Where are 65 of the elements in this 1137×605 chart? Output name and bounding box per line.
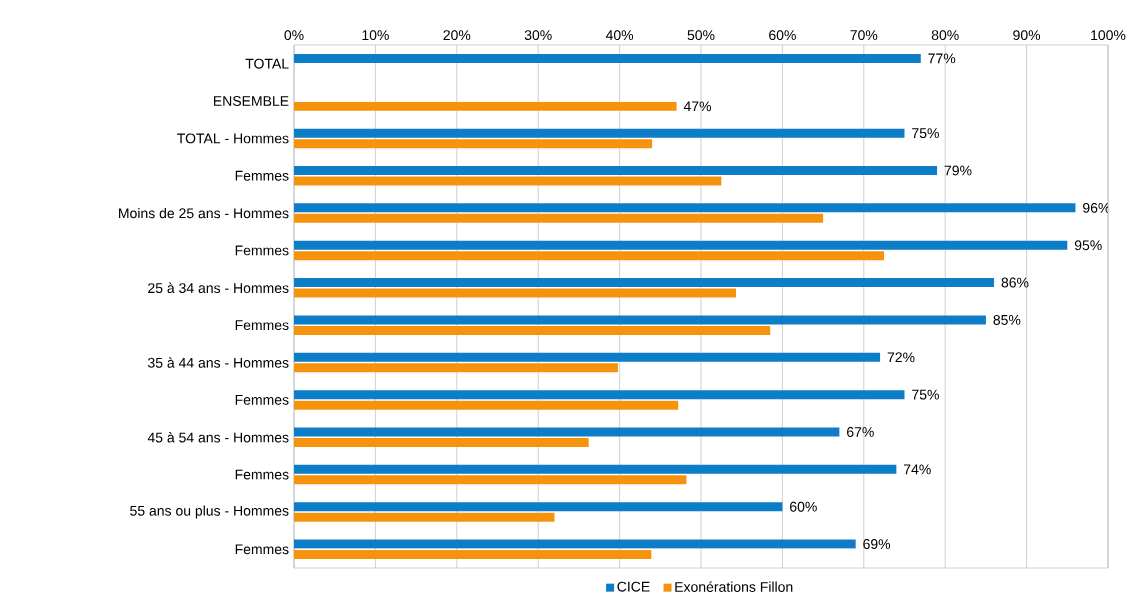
bar <box>294 176 722 186</box>
data-label: 72% <box>887 352 915 363</box>
x-tick-label: 90% <box>1013 30 1041 41</box>
x-tick-label: 70% <box>850 30 878 41</box>
x-tick-label: 100% <box>1091 30 1126 41</box>
y-tick-label: Femmes <box>235 320 289 331</box>
bar <box>294 315 986 325</box>
bar <box>294 502 783 512</box>
bar <box>294 288 737 298</box>
data-label: 86% <box>1001 277 1029 288</box>
bar <box>294 437 589 447</box>
x-tick-label: 0% <box>284 30 304 41</box>
y-tick-label: Femmes <box>235 245 289 256</box>
data-label: 74% <box>904 464 931 475</box>
x-tick-label: 80% <box>931 30 959 41</box>
x-tick-label: 40% <box>605 30 634 41</box>
data-label: 75% <box>912 389 939 400</box>
y-tick-label: Femmes <box>235 395 289 405</box>
bar <box>294 203 1076 213</box>
bar <box>294 325 771 335</box>
bar <box>294 363 618 373</box>
data-label: 75% <box>912 128 939 139</box>
y-tick-label: Femmes <box>235 469 289 480</box>
bar <box>294 240 1068 250</box>
y-tick-label: ENSEMBLE <box>213 96 289 106</box>
x-tick-label: 20% <box>443 30 471 41</box>
y-tick-label: 45 à 54 ans - Hommes <box>147 432 289 443</box>
data-label: 60% <box>790 501 817 512</box>
y-tick-label: TOTAL <box>245 58 289 69</box>
x-tick-label: 50% <box>687 30 715 41</box>
bar <box>294 165 938 175</box>
bar <box>294 550 652 560</box>
data-label: 95% <box>1074 240 1102 251</box>
data-label: 67% <box>847 427 874 437</box>
bar <box>294 390 905 400</box>
bar <box>294 427 840 437</box>
y-tick-label: 25 à 34 ans - Hommes <box>148 282 289 294</box>
bar <box>294 101 677 111</box>
y-tick-label: TOTAL - Hommes <box>177 133 289 144</box>
bar <box>294 139 653 149</box>
bar <box>294 512 555 522</box>
data-label: 79% <box>944 165 972 176</box>
bar <box>294 352 881 362</box>
bar <box>294 53 921 63</box>
x-tick-label: 60% <box>769 30 796 41</box>
bar <box>294 400 679 410</box>
y-tick-label: Moins de 25 ans - Hommes <box>119 207 289 219</box>
y-tick-label: 35 à 44 ans - Hommes <box>147 357 289 368</box>
data-label: 85% <box>993 314 1021 325</box>
bar <box>294 464 897 474</box>
y-tick-label: 55 ans ou plus - Hommes <box>130 505 289 519</box>
y-tick-label: Femmes <box>235 170 289 181</box>
bar <box>294 475 687 485</box>
x-tick-label: 30% <box>524 30 552 41</box>
legend-label: Exonérations Fillon <box>675 581 793 592</box>
data-label: 69% <box>863 539 891 550</box>
legend-label: CICE <box>617 581 650 592</box>
bar <box>294 278 995 288</box>
y-tick-label: Femmes <box>235 544 289 555</box>
x-tick-label: 10% <box>362 30 389 41</box>
bar <box>294 251 885 261</box>
bar <box>294 213 824 223</box>
data-label: 47% <box>683 101 712 112</box>
bar <box>294 128 905 138</box>
data-label: 77% <box>928 53 956 64</box>
